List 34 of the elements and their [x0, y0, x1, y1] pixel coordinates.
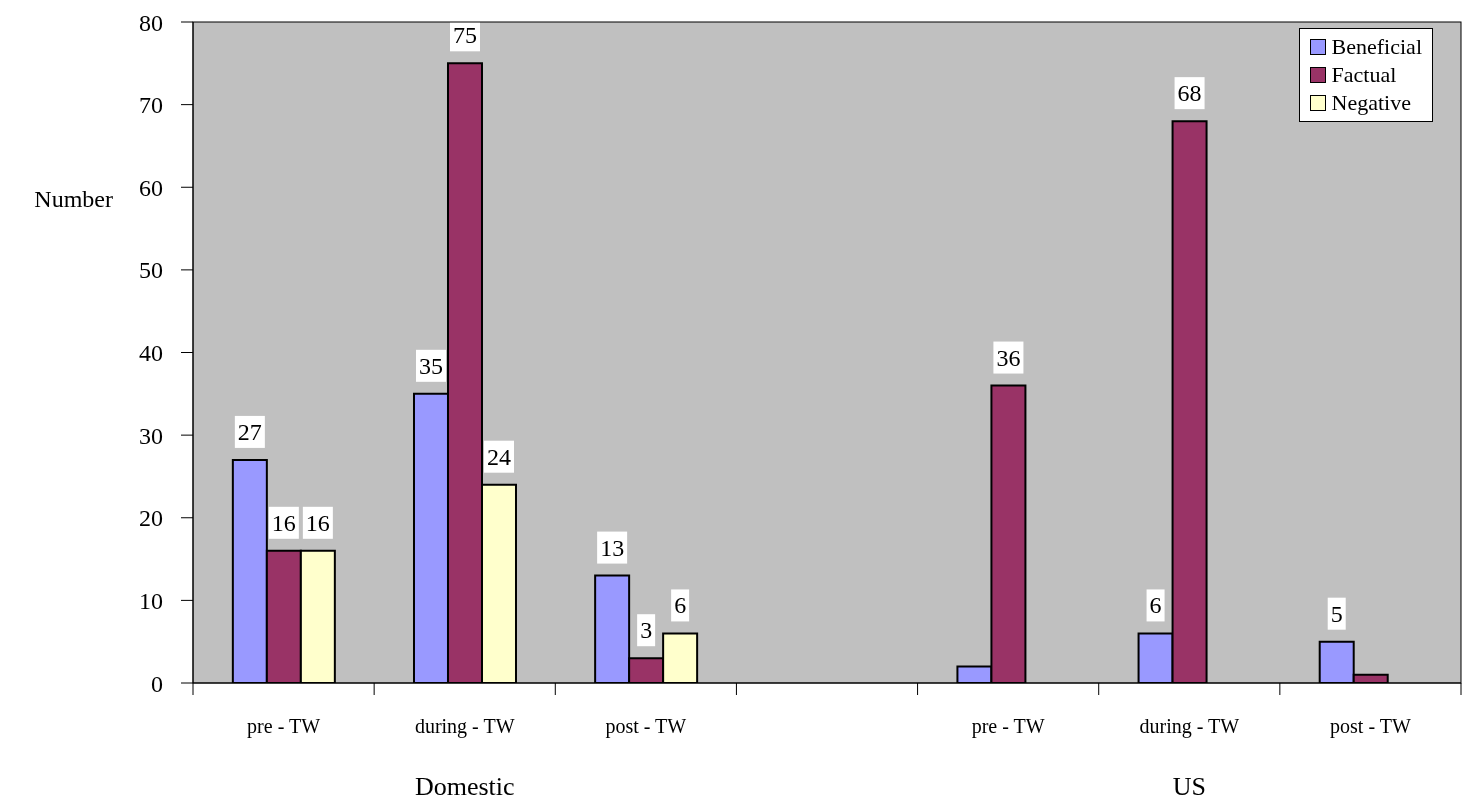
- x-tick-label: pre - TW: [247, 715, 321, 739]
- y-tick-label: 10: [139, 587, 163, 614]
- x-tick-label: post - TW: [1330, 715, 1411, 739]
- legend-label: Factual: [1331, 62, 1397, 88]
- y-tick-label: 0: [151, 670, 163, 697]
- text: US: [1172, 772, 1206, 801]
- x-tick-label: pre - TW: [971, 715, 1045, 739]
- legend-label: Negative: [1331, 90, 1411, 116]
- data-label: 5: [1330, 600, 1343, 627]
- y-tick-label: 40: [139, 340, 163, 367]
- data-label: 36: [996, 344, 1021, 371]
- y-axis-title: Number: [34, 186, 113, 213]
- y-tick-label: 60: [139, 174, 163, 201]
- data-label: 3: [640, 617, 653, 644]
- data-label: 24: [486, 443, 511, 470]
- x-tick-label: post - TW: [605, 715, 687, 739]
- y-tick-label: 80: [139, 9, 163, 36]
- data-label: 75: [452, 22, 477, 49]
- data-label: 16: [271, 509, 296, 536]
- data-label: 16: [305, 509, 330, 536]
- y-tick-label: 30: [139, 422, 163, 449]
- y-tick-label: 50: [139, 257, 163, 284]
- text: Domestic: [414, 772, 515, 801]
- data-label: 35: [418, 352, 443, 379]
- data-label: 6: [674, 592, 687, 619]
- data-label: 68: [1177, 80, 1202, 107]
- data-label: 13: [600, 534, 625, 561]
- legend-label: Beneficial: [1331, 34, 1422, 60]
- data-label: 27: [237, 418, 262, 445]
- y-tick-label: 20: [139, 505, 163, 532]
- x-tick-label: during - TW: [414, 715, 515, 739]
- y-tick-label: 70: [139, 92, 163, 119]
- x-tick-label: during - TW: [1139, 715, 1240, 739]
- data-label: 6: [1149, 592, 1162, 619]
